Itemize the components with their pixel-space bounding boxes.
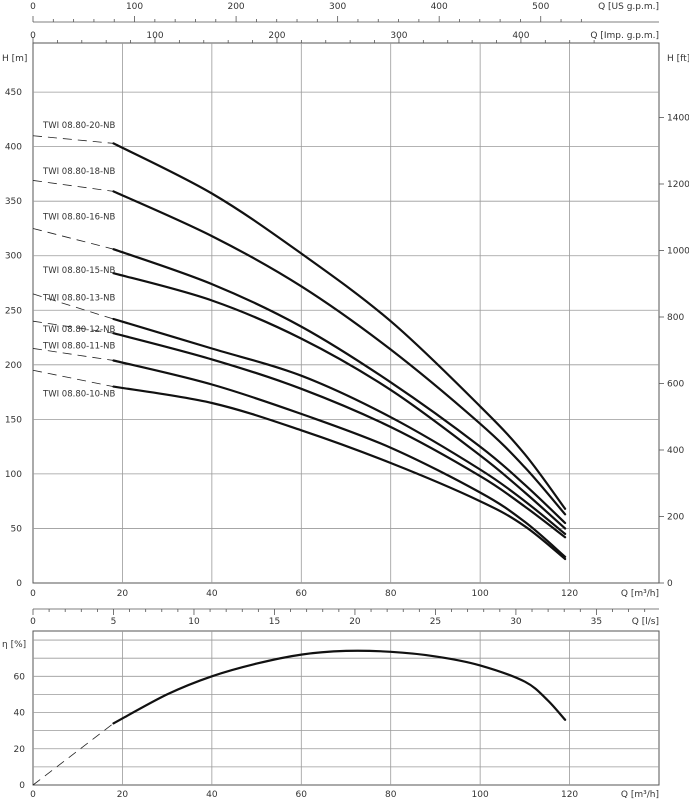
us-gpm-tick-label: 0 (30, 2, 36, 12)
head-curve-6 (112, 332, 567, 539)
us-gpm-tick-label: 500 (532, 2, 549, 12)
series-label: TWI 08.80-18-NB (42, 167, 115, 177)
eff-curve-dashed-extension (32, 723, 114, 786)
head-curve-8 (112, 385, 567, 561)
head-x-tick-label: 120 (561, 589, 578, 599)
imp-gpm-tick-label: 300 (390, 31, 407, 41)
head-y-tick-label: 50 (11, 524, 23, 534)
series-label: TWI 08.80-13-NB (42, 293, 115, 303)
ls-tick-label: 5 (111, 617, 117, 627)
head-curve-1 (112, 142, 567, 510)
head-y-tick-label: 450 (5, 88, 22, 98)
us-gpm-axis-title: Q [US g.p.m.] (598, 2, 659, 12)
head-y-tick-label: 300 (5, 252, 22, 262)
series-label: TWI 08.80-12-NB (42, 325, 115, 335)
ls-tick-label: 35 (591, 617, 602, 627)
eff-x-tick-label: 80 (385, 790, 397, 800)
eff-curve (112, 649, 567, 725)
eff-y-tick-label: 60 (14, 672, 26, 682)
series-label: TWI 08.80-16-NB (42, 213, 115, 223)
us-gpm-tick-label: 400 (431, 2, 448, 12)
head-y-tick-label: 200 (5, 361, 22, 371)
head-curve-5 (112, 317, 567, 535)
head-x-tick-label: 80 (385, 589, 397, 599)
head-curve-dashed-extension (32, 320, 114, 334)
us-gpm-tick-label: 100 (126, 2, 143, 12)
imp-gpm-tick-label: 0 (30, 31, 36, 41)
imp-gpm-axis-title: Q [Imp. g.p.m.] (590, 31, 659, 41)
eff-x-tick-label: 40 (206, 790, 218, 800)
head-x-tick-label: 40 (206, 589, 218, 599)
imp-gpm-tick-label: 100 (146, 31, 163, 41)
head-y2-tick-label: 600 (667, 379, 684, 389)
eff-x-tick-label: 120 (561, 790, 578, 800)
head-y2-tick-label: 1400 (667, 113, 689, 123)
eff-y-tick-label: 0 (19, 781, 25, 791)
head-curve-dashed-extension (32, 348, 114, 361)
head-y-tick-label: 350 (5, 197, 22, 207)
eff-x-tick-label: 0 (30, 790, 36, 800)
ls-tick-label: 20 (349, 617, 361, 627)
ls-tick-label: 30 (510, 617, 522, 627)
head-y2-tick-label: 200 (667, 512, 684, 522)
head-y-tick-label: 100 (5, 470, 22, 480)
head-plot-frame (32, 42, 660, 584)
head-curve-dashed-extension (32, 180, 114, 192)
head-curve-4 (112, 272, 567, 530)
head-y2-tick-label: 400 (667, 446, 684, 456)
head-y2-axis-title: H [ft] (667, 54, 689, 64)
eff-y-axis-title: η [%] (2, 640, 26, 650)
series-label: TWI 08.80-15-NB (42, 266, 115, 276)
head-y2-tick-label: 1200 (667, 180, 689, 190)
eff-plot-frame (32, 630, 660, 786)
ls-axis-title: Q [l/s] (632, 617, 659, 627)
head-y2-tick-label: 0 (667, 579, 673, 589)
imp-gpm-tick-label: 200 (268, 31, 285, 41)
eff-x-tick-label: 100 (472, 790, 489, 800)
us-gpm-tick-label: 200 (227, 2, 244, 12)
series-label: TWI 08.80-20-NB (42, 121, 115, 131)
head-y-tick-label: 0 (16, 579, 22, 589)
us-gpm-tick-label: 300 (329, 2, 346, 12)
head-curve-dashed-extension (32, 228, 114, 250)
ls-tick-label: 10 (188, 617, 200, 627)
eff-y-tick-label: 40 (14, 709, 26, 719)
head-y-axis-title: H [m] (2, 54, 27, 64)
eff-x-tick-label: 60 (296, 790, 308, 800)
head-y-tick-label: 400 (5, 143, 22, 153)
head-x-tick-label: 0 (30, 589, 36, 599)
head-curve-2 (112, 190, 567, 516)
ls-tick-label: 25 (430, 617, 441, 627)
ls-tick-label: 0 (30, 617, 36, 627)
head-x-tick-label: 60 (296, 589, 308, 599)
head-curve-3 (112, 248, 567, 525)
head-y-tick-label: 250 (5, 306, 22, 316)
head-curve-dashed-extension (32, 135, 114, 144)
head-curve-dashed-extension (32, 369, 114, 388)
head-curve-7 (112, 359, 567, 558)
eff-x-tick-label: 20 (117, 790, 129, 800)
ls-tick-label: 15 (269, 617, 280, 627)
head-y2-tick-label: 1000 (667, 246, 689, 256)
eff-x-axis-title: Q [m³/h] (621, 790, 659, 800)
imp-gpm-tick-label: 400 (512, 31, 529, 41)
head-y-tick-label: 150 (5, 415, 22, 425)
series-label: TWI 08.80-11-NB (42, 341, 115, 351)
series-label: TWI 08.80-10-NB (42, 389, 115, 399)
head-x-tick-label: 20 (117, 589, 129, 599)
head-y2-tick-label: 800 (667, 313, 684, 323)
head-x-tick-label: 100 (472, 589, 489, 599)
head-x-axis-title: Q [m³/h] (621, 589, 659, 599)
eff-y-tick-label: 20 (14, 745, 26, 755)
